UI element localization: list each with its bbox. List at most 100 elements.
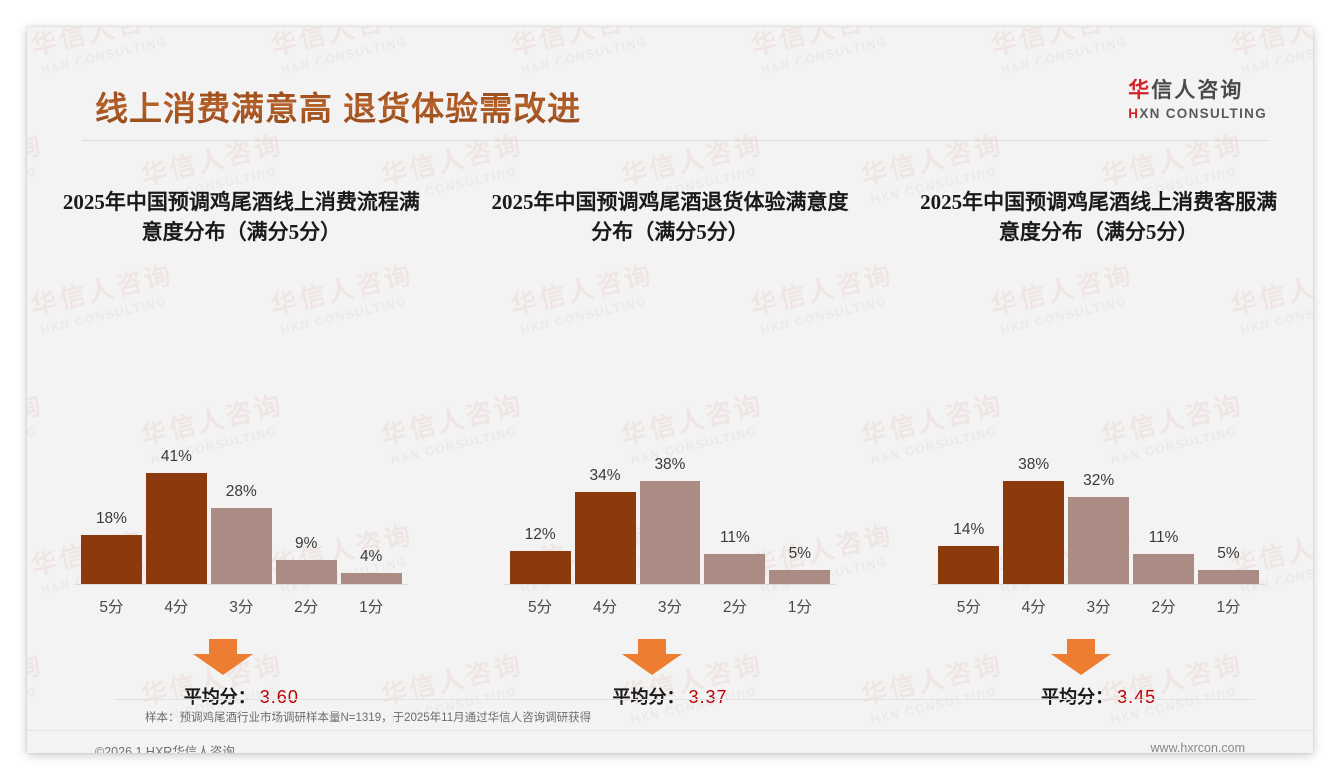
bar-item[interactable]: 5% [769, 313, 831, 584]
logo-cn-highlight: 华 [1128, 79, 1152, 102]
bar-item[interactable]: 14% [938, 313, 1000, 584]
bar-value-label: 28% [225, 483, 257, 501]
x-axis-labels: 5分 4分 3分 2分 1分 [938, 585, 1259, 617]
x-axis-tick: 1分 [1216, 599, 1241, 616]
bar-rect [509, 551, 571, 584]
x-axis-tick: 5分 [99, 599, 124, 616]
header-divider [82, 140, 1268, 141]
bar-rect [938, 546, 1000, 584]
bar-item[interactable]: 9% [275, 313, 337, 584]
chart-panel-3: 2025年中国预调鸡尾酒线上消费客服满意度分布（满分5分） 14% 38% 32… [884, 187, 1313, 725]
bar-item[interactable]: 18% [81, 313, 142, 584]
x-axis-tick: 2分 [722, 599, 747, 616]
average-score-block: 平均分： 3.60 [37, 639, 446, 725]
slide-canvas: 华信人咨询 HXN CONSULTING 华信人咨询 HXN CONSULTING 华信… [27, 27, 1313, 753]
bar-plot: 14% 38% 32% 11% 5% [932, 313, 1265, 585]
bar-rect [81, 535, 142, 584]
bar-value-label: 38% [1018, 456, 1050, 474]
bar-rect [340, 573, 402, 584]
x-axis-tick: 4分 [592, 599, 618, 616]
bar-item[interactable]: 11% [704, 313, 766, 584]
slide-header: 线上消费满意高 退货体验需改进 华信人咨询 HXN CONSULTING [27, 27, 1313, 141]
logo-english-text: HXN CONSULTING [1128, 106, 1267, 121]
average-label: 平均分： [183, 687, 256, 707]
bar-value-label: 34% [589, 466, 621, 484]
average-score-text: 平均分： 3.45 [894, 683, 1303, 709]
x-axis-labels: 5分 4分 3分 2分 1分 [510, 585, 831, 617]
chart-title: 2025年中国预调鸡尾酒退货体验满意度分布（满分5分） [491, 190, 849, 245]
x-axis-labels: 5分 4分 3分 2分 1分 [81, 585, 402, 617]
bar-rect [639, 481, 701, 584]
bar-rect [275, 559, 337, 584]
bars-container: 12% 34% 38% 11% 5% [509, 313, 831, 584]
logo-en-rest: XN CONSULTING [1139, 106, 1267, 122]
bars-container: 18% 41% 28% 9% 4% [81, 313, 402, 584]
company-logo: 华信人咨询 HXN CONSULTING [1128, 79, 1267, 121]
bar-item[interactable]: 41% [145, 313, 207, 584]
bar-rect [1068, 497, 1130, 584]
average-label: 平均分： [612, 687, 685, 707]
copyright-text: ©2026.1 HXR华信人咨询 [95, 745, 235, 753]
down-arrow-icon [1050, 639, 1111, 675]
source-divider [115, 699, 1255, 700]
logo-chinese-text: 华信人咨询 [1128, 79, 1267, 103]
x-axis-line [75, 584, 408, 585]
charts-row: 2025年中国预调鸡尾酒线上消费流程满意度分布（满分5分） 18% 41% 28… [27, 187, 1313, 725]
average-value: 3.45 [1117, 687, 1157, 707]
x-axis-tick: 3分 [229, 599, 254, 616]
bar-value-label: 11% [1148, 529, 1179, 547]
bar-rect [1133, 554, 1194, 584]
bar-item[interactable]: 28% [210, 313, 272, 584]
bar-rect [145, 472, 207, 584]
logo-cn-rest: 信人咨询 [1151, 79, 1244, 102]
bar-value-label: 12% [524, 526, 556, 544]
chart-panel-2: 2025年中国预调鸡尾酒退货体验满意度分布（满分5分） 12% 34% 38% … [456, 187, 885, 725]
bar-item[interactable]: 32% [1068, 313, 1130, 584]
bar-value-label: 5% [1217, 545, 1240, 563]
x-axis-tick: 1分 [359, 599, 384, 616]
bar-value-label: 11% [719, 529, 750, 547]
x-axis-tick: 2分 [1151, 599, 1176, 616]
bar-rect [1198, 570, 1259, 584]
x-axis-line [932, 584, 1265, 585]
source-note: 样本：预调鸡尾酒行业市场调研样本量N=1319，于2025年11月通过华信人咨询… [145, 712, 592, 724]
bar-value-label: 32% [1083, 472, 1115, 490]
average-value: 3.60 [259, 687, 299, 707]
bar-plot: 18% 41% 28% 9% 4% [75, 313, 408, 585]
x-axis-tick: 2分 [294, 599, 319, 616]
bar-item[interactable]: 11% [1133, 313, 1194, 584]
chart-title: 2025年中国预调鸡尾酒线上消费客服满意度分布（满分5分） [920, 190, 1278, 245]
bar-value-label: 14% [953, 521, 985, 539]
bar-rect [574, 491, 636, 584]
bar-value-label: 4% [359, 548, 383, 566]
average-value: 3.37 [688, 687, 728, 707]
x-axis-tick: 1分 [787, 599, 812, 616]
bar-value-label: 38% [654, 456, 686, 474]
bar-item[interactable]: 34% [574, 313, 636, 584]
bar-item[interactable]: 5% [1198, 313, 1259, 584]
bar-item[interactable]: 4% [340, 313, 402, 584]
down-arrow-icon [193, 639, 254, 675]
average-score-text: 平均分： 3.37 [466, 683, 875, 709]
logo-en-highlight: H [1128, 106, 1140, 122]
bar-value-label: 18% [95, 510, 127, 528]
x-axis-tick: 5分 [956, 599, 981, 616]
average-label: 平均分： [1041, 687, 1114, 707]
website-url: www.hxrcon.com [1150, 741, 1245, 753]
bar-item[interactable]: 12% [509, 313, 571, 584]
x-axis-tick: 3分 [657, 599, 683, 616]
x-axis-tick: 4分 [1021, 599, 1046, 616]
average-score-block: 平均分： 3.37 [466, 639, 875, 725]
x-axis-line [503, 584, 837, 585]
bar-rect [769, 570, 831, 584]
bars-container: 14% 38% 32% 11% 5% [938, 313, 1259, 584]
bar-value-label: 9% [295, 534, 318, 552]
down-arrow-icon [621, 639, 682, 675]
bar-rect [210, 508, 272, 584]
x-axis-tick: 4分 [164, 599, 189, 616]
average-score-block: 平均分： 3.45 [894, 639, 1303, 725]
average-score-text: 平均分： 3.60 [37, 683, 446, 709]
bar-item[interactable]: 38% [639, 313, 701, 584]
bar-item[interactable]: 38% [1003, 313, 1065, 584]
footer-divider [27, 730, 1313, 731]
